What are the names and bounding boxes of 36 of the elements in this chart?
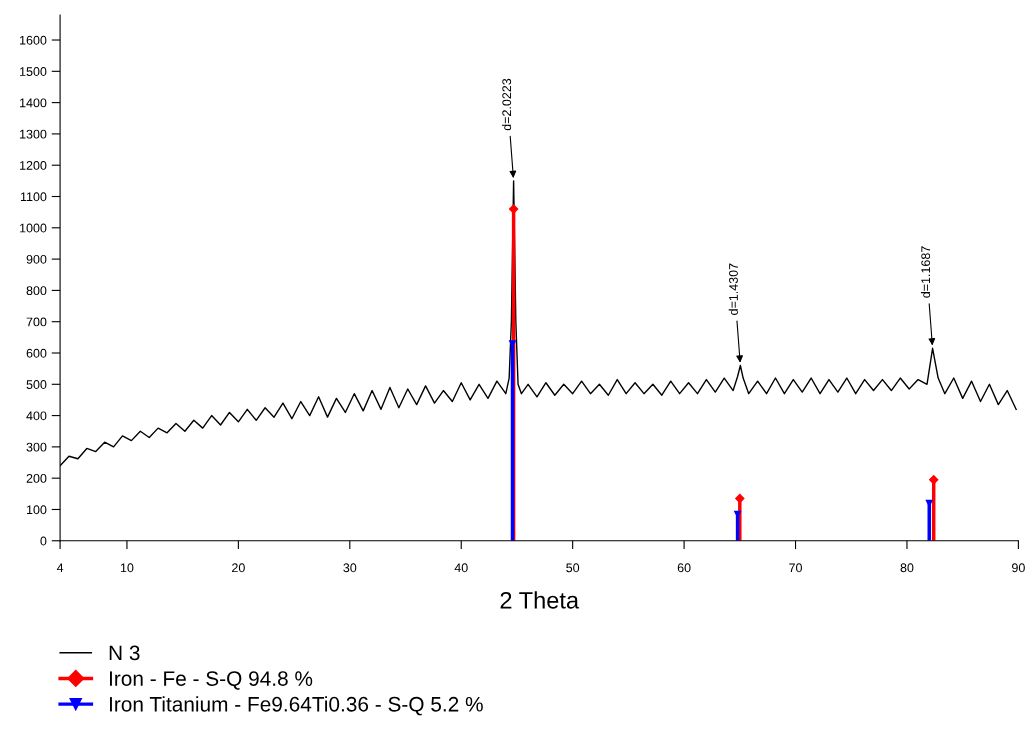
legend-label: N 3 [109, 645, 140, 661]
y-tick-label: 100 [26, 505, 47, 515]
y-tick-label: 200 [26, 473, 47, 483]
y-tick-label: 0 [40, 536, 47, 546]
legend-label: Iron - Fe - S-Q 94.8 % [109, 671, 313, 690]
x-tick-label: 50 [566, 563, 580, 573]
legend-label: Iron Titanium - Fe9.64Ti0.36 - S-Q 5.2 % [109, 696, 483, 716]
x-tick-label: 60 [677, 563, 691, 573]
annotation: d=2.0223 [501, 78, 512, 131]
y-tick-label: 300 [26, 442, 47, 452]
x-tick-label: 70 [789, 563, 802, 573]
y-tick-label: 600 [26, 348, 47, 358]
y-tick-label: 800 [26, 286, 47, 296]
y-tick-label: 1400 [20, 98, 47, 108]
x-tick-label: 30 [343, 563, 357, 573]
point [929, 475, 939, 485]
y-tick-label: 1600 [20, 35, 47, 45]
y-tick-label: 1200 [20, 161, 47, 170]
y-tick-label: 900 [26, 254, 47, 264]
y-tick-label: 1300 [20, 129, 47, 139]
y-tick-label: 700 [26, 317, 47, 327]
x-axis-title: 2 Theta [500, 591, 580, 609]
y-tick-label: 1000 [20, 223, 47, 233]
annotation: d=1.1687 [920, 246, 931, 298]
x-tick-label: 4 [56, 563, 64, 573]
y-tick-label: 1500 [20, 67, 47, 76]
y-tick-label: 1100 [20, 192, 47, 202]
x-tick-label: 10 [120, 563, 134, 573]
x-tick-label: 20 [232, 563, 245, 573]
x-tick-label: 80 [900, 563, 914, 573]
y-tick-label: 400 [26, 411, 47, 421]
x-tick-label: 90 [1012, 563, 1025, 573]
point [508, 204, 519, 214]
annotation: d=1.4307 [728, 263, 738, 315]
y-tick-label: 500 [26, 380, 47, 389]
x-tick-label: 40 [454, 563, 468, 573]
